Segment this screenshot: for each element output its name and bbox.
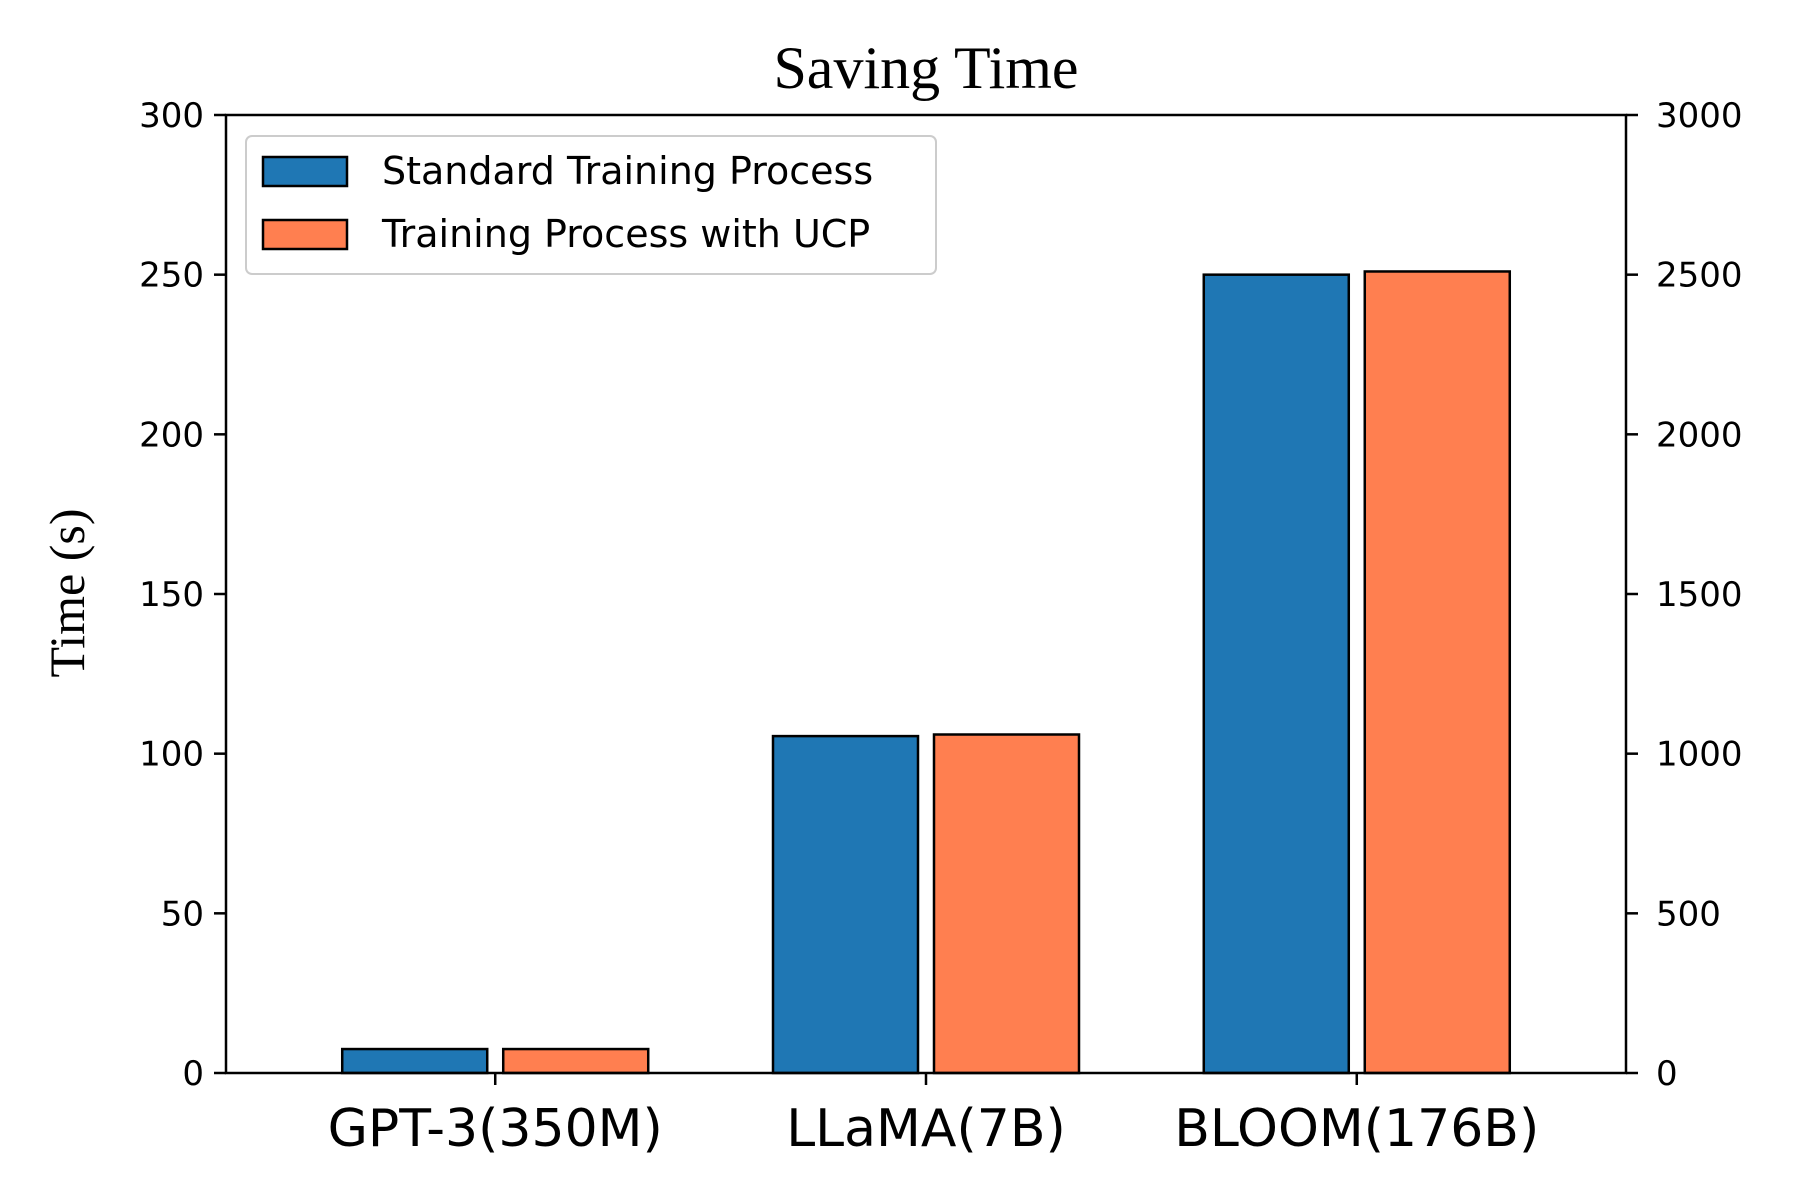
y2-tick-label: 2500: [1656, 256, 1743, 296]
y-tick-label: 300: [139, 96, 204, 136]
bar-gpt-3-350m--series-1: [340, 1047, 489, 1075]
y-tick-label: 150: [139, 575, 204, 615]
bars-group: [340, 270, 1512, 1075]
x-tick-label: GPT-3(350M): [328, 1099, 663, 1159]
x-tick-label: LLaMA(7B): [786, 1099, 1066, 1159]
x-tick-label: BLOOM(176B): [1174, 1099, 1539, 1159]
bar-bloom-176b--series-2: [1363, 270, 1512, 1075]
right-y-axis: 0 500 1000 1500 2000 2500 3000: [1626, 96, 1743, 1094]
y-tick-label: 100: [139, 735, 204, 775]
bar-bloom-176b--series-1: [1202, 273, 1351, 1075]
y-tick-label: 0: [182, 1054, 204, 1094]
bar-llama-7b--series-2: [932, 733, 1081, 1075]
legend: Standard Training Process Training Proces…: [245, 135, 937, 275]
y2-tick-label: 1000: [1656, 735, 1743, 775]
legend-label: Training Process with UCP: [381, 212, 870, 256]
y-tick-label: 200: [139, 415, 204, 455]
legend-label: Standard Training Process: [382, 149, 873, 193]
y-tick-label: 50: [161, 894, 204, 934]
chart-title: Saving Time: [773, 35, 1078, 101]
left-y-axis: 0 50 100 150 200 250 300: [139, 96, 226, 1094]
y2-tick-label: 1500: [1656, 575, 1743, 615]
y2-tick-label: 3000: [1656, 96, 1743, 136]
y-tick-label: 250: [139, 256, 204, 296]
x-axis: GPT-3(350M) LLaMA(7B) BLOOM(176B): [328, 1073, 1539, 1159]
y2-tick-label: 2000: [1656, 415, 1743, 455]
y2-tick-label: 0: [1656, 1054, 1678, 1094]
bar-gpt-3-350m--series-2: [501, 1047, 650, 1075]
bar-llama-7b--series-1: [771, 734, 920, 1075]
legend-swatch: [261, 218, 349, 251]
y-axis-title: Time (s): [39, 508, 95, 677]
legend-box: [245, 135, 937, 275]
legend-swatch: [261, 155, 349, 188]
y2-tick-label: 500: [1656, 894, 1721, 934]
